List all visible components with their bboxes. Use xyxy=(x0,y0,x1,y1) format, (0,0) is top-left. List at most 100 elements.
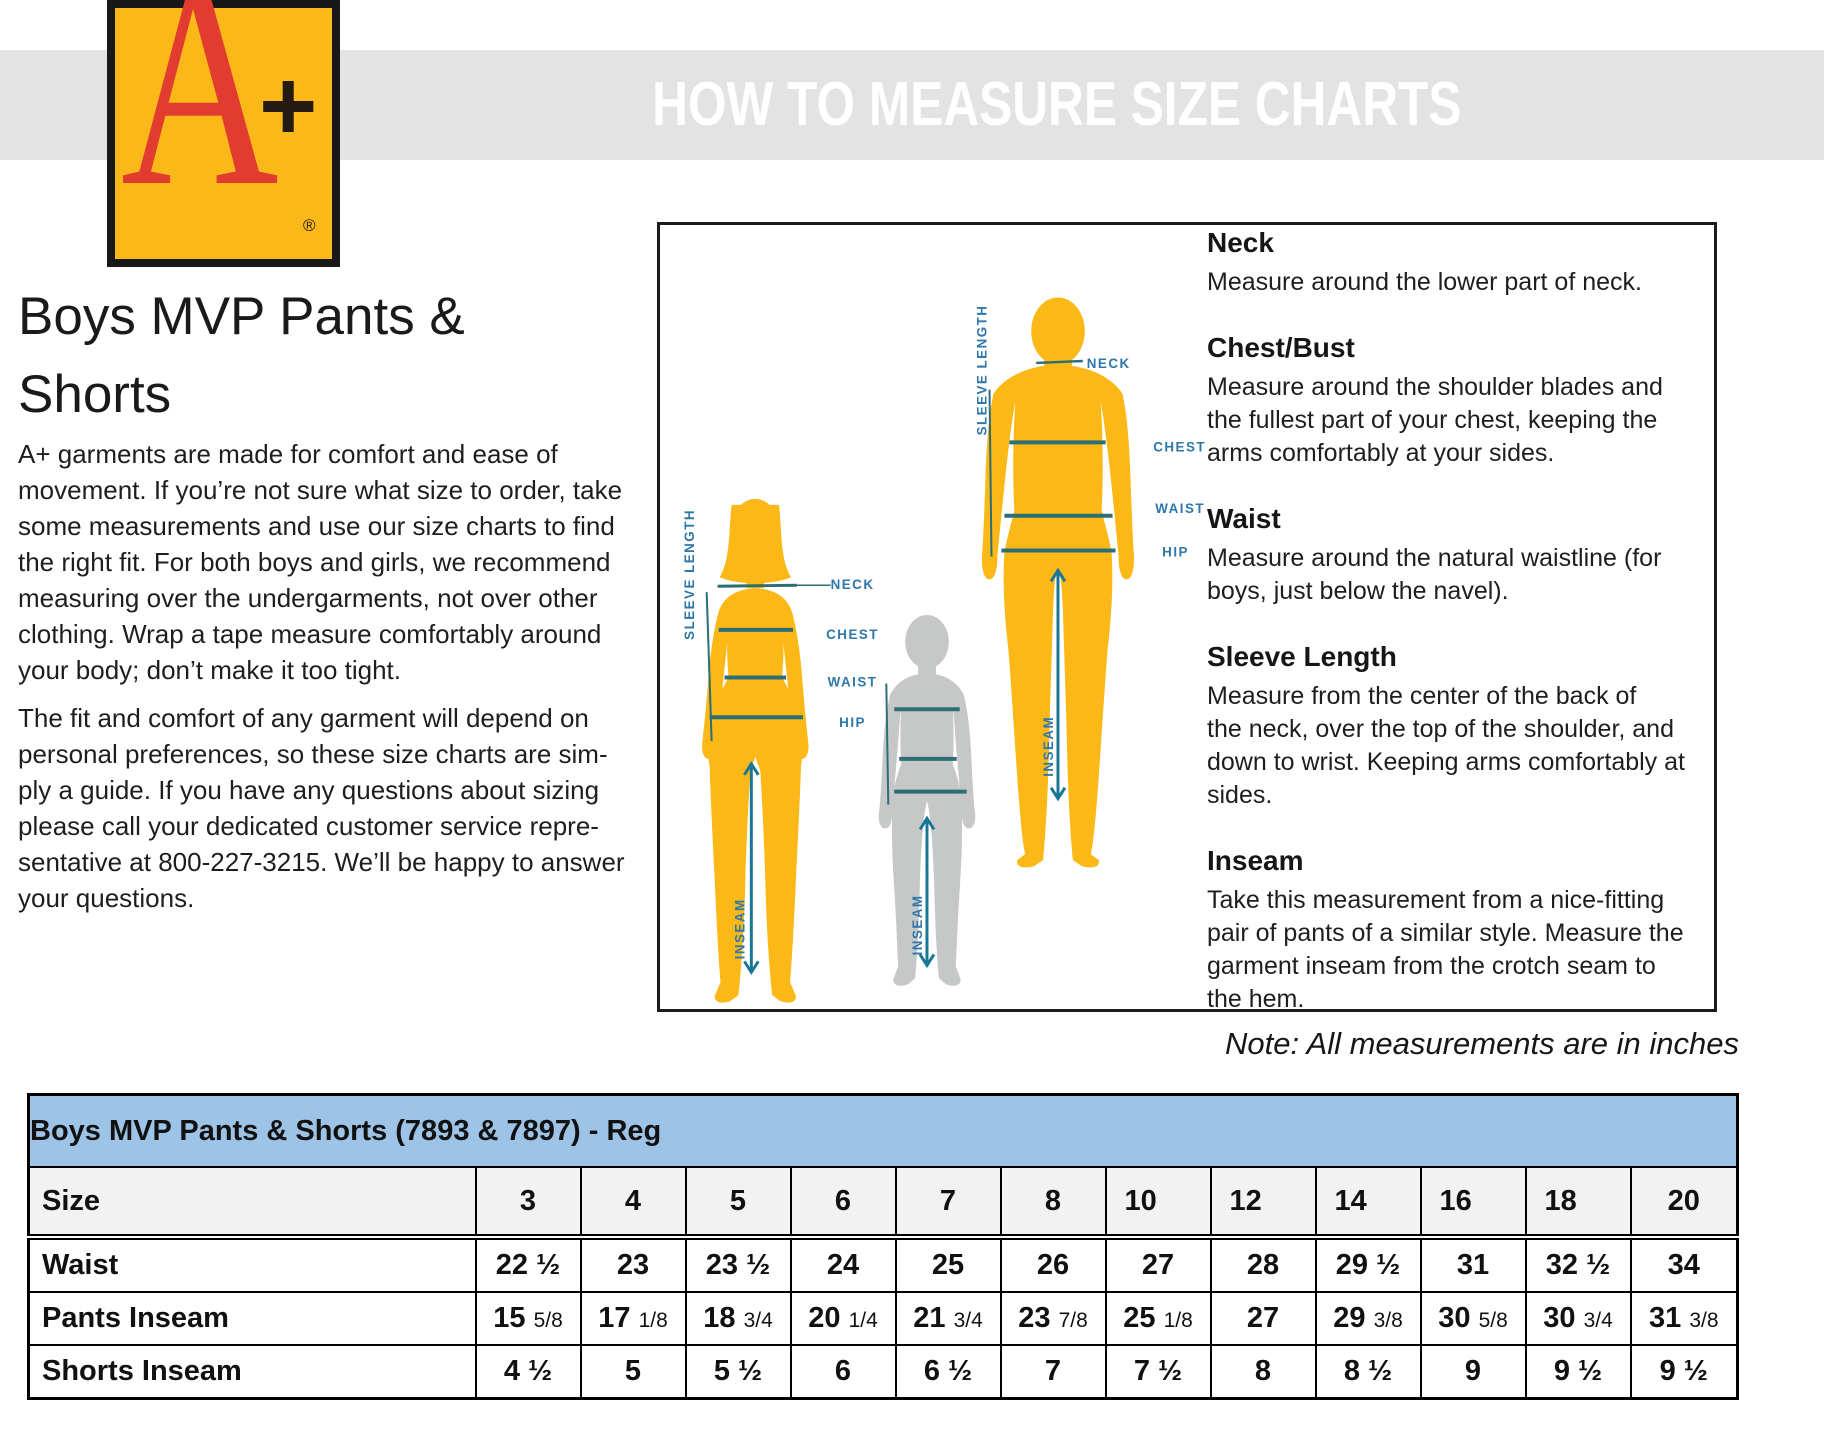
value-cell: 29 ½ xyxy=(1314,1236,1422,1293)
instruction-body: Measure from the center of the back of t… xyxy=(1207,682,1685,809)
measure-diagram: NECK CHEST WAIST HIP NECK CHEST WAIST HI… xyxy=(682,297,1206,1003)
pair-hip-label: HIP xyxy=(839,715,866,730)
value-cell: 9 ½ xyxy=(1629,1344,1739,1400)
row-label-cell: Waist xyxy=(27,1236,477,1293)
banner-title: HOW TO MEASURE SIZE CHARTS xyxy=(652,70,1462,139)
pair-waist-label: WAIST xyxy=(828,674,878,689)
value-cell: 7 ½ xyxy=(1104,1344,1212,1400)
size-header-cell: 4 xyxy=(579,1166,687,1240)
instruction-body: Measure around the lower part of neck. xyxy=(1207,268,1642,296)
table-header-row: Size 3 4 5 6 7 8 10 12 14 16 18 20 xyxy=(27,1166,1739,1240)
page-title: Boys MVP Pants & Shorts xyxy=(18,287,465,424)
value-cell: 8 ½ xyxy=(1314,1344,1422,1400)
intro-paragraph-2: The fit and comfort of any garment will … xyxy=(18,703,625,913)
man-neck-line xyxy=(1036,359,1083,365)
man-sleeve-line xyxy=(988,389,993,557)
instruction-waist: Waist Measure around the natural waistli… xyxy=(1207,502,1767,608)
value-cell: 5 xyxy=(579,1344,687,1400)
value-cell: 32 ½ xyxy=(1524,1236,1632,1293)
measurements-note: Note: All measurements are in inches xyxy=(1224,1026,1739,1061)
value-cell: 7 xyxy=(999,1344,1107,1400)
value-cell: 17 1/8 xyxy=(579,1291,687,1346)
value-cell: 24 xyxy=(789,1236,897,1293)
size-header-cell: 5 xyxy=(684,1166,792,1240)
value-cell: 25 1/8 xyxy=(1104,1291,1212,1346)
value-cell: 23 xyxy=(579,1236,687,1293)
instruction-heading: Waist xyxy=(1207,503,1281,534)
woman-figure xyxy=(702,498,809,1003)
value-cell: 26 xyxy=(999,1236,1107,1293)
value-cell: 18 3/4 xyxy=(684,1291,792,1346)
size-header-cell: 16 xyxy=(1419,1166,1527,1240)
value-cell: 23 7/8 xyxy=(999,1291,1107,1346)
value-cell: 20 1/4 xyxy=(789,1291,897,1346)
man-sleeve-length-label: SLEEVE LENGTH xyxy=(975,305,990,436)
value-cell: 9 xyxy=(1419,1344,1527,1400)
inseam-arrows xyxy=(743,567,1067,976)
value-cell: 5 ½ xyxy=(684,1344,792,1400)
measure-diagram-box: NECK CHEST WAIST HIP NECK CHEST WAIST HI… xyxy=(657,222,1717,1012)
measure-instructions: Neck Measure around the lower part of ne… xyxy=(1207,226,1767,1048)
man-inseam-label: INSEAM xyxy=(1041,716,1056,777)
value-cell: 15 5/8 xyxy=(474,1291,582,1346)
value-cell: 31 xyxy=(1419,1236,1527,1293)
man-neck-label: NECK xyxy=(1087,356,1131,371)
value-cell: 25 xyxy=(894,1236,1002,1293)
size-header-cell: 12 xyxy=(1209,1166,1317,1240)
aplus-logo-icon: A + ® xyxy=(107,0,340,267)
instruction-heading: Chest/Bust xyxy=(1207,332,1355,363)
logo-plus: + xyxy=(259,50,318,162)
value-cell: 28 xyxy=(1209,1236,1317,1293)
instruction-body: Measure around the natural waistline (fo… xyxy=(1207,544,1662,605)
value-cell: 21 3/4 xyxy=(894,1291,1002,1346)
woman-sleeve-line xyxy=(705,592,713,742)
boy-figure xyxy=(878,615,976,986)
pair-neck-label: NECK xyxy=(831,577,875,592)
size-header-cell: 7 xyxy=(894,1166,1002,1240)
table-row: Waist 22 ½ 23 23 ½ 24 25 26 27 28 29 ½ 31 32 ½ 34 xyxy=(27,1236,1739,1293)
value-cell: 22 ½ xyxy=(474,1236,582,1293)
size-table: Boys MVP Pants & Shorts (7893 & 7897) - … xyxy=(27,1093,1739,1400)
size-header-cell: 10 xyxy=(1104,1166,1212,1240)
man-waist-label: WAIST xyxy=(1155,501,1205,516)
instruction-chest: Chest/Bust Measure around the shoulder b… xyxy=(1207,331,1767,470)
size-header-cell: 3 xyxy=(474,1166,582,1240)
instruction-sleeve-length: Sleeve Length Measure from the center of… xyxy=(1207,640,1767,812)
row-label-cell: Shorts Inseam xyxy=(27,1344,477,1400)
logo-letter: A xyxy=(121,0,279,247)
value-cell: 29 3/8 xyxy=(1314,1291,1422,1346)
value-cell: 4 ½ xyxy=(474,1344,582,1400)
value-cell: 6 ½ xyxy=(894,1344,1002,1400)
registered-mark: ® xyxy=(303,216,316,235)
value-cell: 6 xyxy=(789,1344,897,1400)
woman-neck-line xyxy=(717,583,798,588)
instruction-body: Measure around the shoulder blades and t… xyxy=(1207,373,1663,467)
size-header-cell: 8 xyxy=(999,1166,1107,1240)
woman-sleeve-length-label: SLEEVE LENGTH xyxy=(682,509,697,640)
table-row: Pants Inseam 15 5/8 17 1/8 18 3/4 20 1/4 21 3… xyxy=(27,1291,1739,1346)
size-header-cell: 20 xyxy=(1629,1166,1739,1240)
boy-inseam-label: INSEAM xyxy=(910,894,925,955)
size-header-cell: 6 xyxy=(789,1166,897,1240)
intro-paragraph-1: A+ garments are made for comfort and eas… xyxy=(18,439,623,685)
instruction-heading: Sleeve Length xyxy=(1207,641,1397,672)
woman-inseam-label: INSEAM xyxy=(732,898,747,959)
value-cell: 9 ½ xyxy=(1524,1344,1632,1400)
value-cell: 8 xyxy=(1209,1344,1317,1400)
value-cell: 34 xyxy=(1629,1236,1739,1293)
instruction-heading: Inseam xyxy=(1207,845,1304,876)
size-header-label: Size xyxy=(27,1166,477,1240)
instruction-body: Take this measurement from a nice-fittin… xyxy=(1207,886,1684,1013)
value-cell: 27 xyxy=(1104,1236,1212,1293)
instruction-neck: Neck Measure around the lower part of ne… xyxy=(1207,226,1767,299)
man-chest-label: CHEST xyxy=(1153,439,1206,454)
value-cell: 27 xyxy=(1209,1291,1317,1346)
value-cell: 23 ½ xyxy=(684,1236,792,1293)
instruction-inseam: Inseam Take this measurement from a nice… xyxy=(1207,844,1767,1016)
table-title: Boys MVP Pants & Shorts (7893 & 7897) - … xyxy=(27,1093,1739,1168)
size-header-cell: 14 xyxy=(1314,1166,1422,1240)
value-cell: 30 3/4 xyxy=(1524,1291,1632,1346)
measurement-lines xyxy=(705,359,1116,805)
